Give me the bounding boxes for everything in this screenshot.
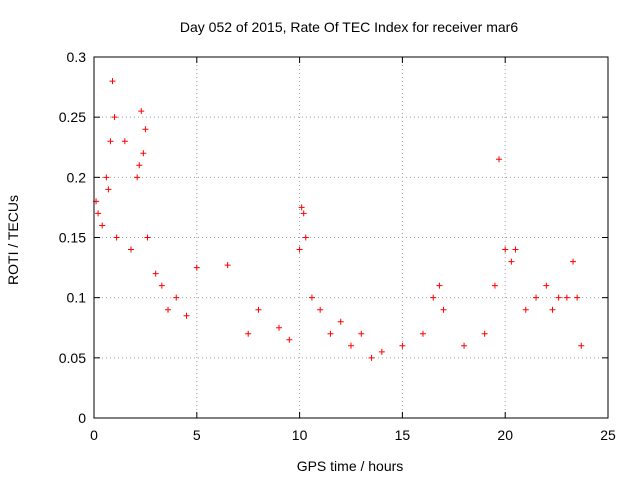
data-point: [224, 262, 231, 269]
data-point: [144, 234, 151, 241]
data-point: [522, 306, 529, 313]
data-point: [378, 348, 385, 355]
data-point: [578, 342, 585, 349]
data-point: [481, 330, 488, 337]
data-point: [508, 258, 515, 265]
y-tick-label: 0.05: [59, 350, 86, 366]
x-tick-label: 0: [90, 427, 98, 443]
x-tick-label: 15: [395, 427, 411, 443]
data-point: [173, 294, 180, 301]
data-point: [543, 282, 550, 289]
data-point: [134, 174, 141, 181]
data-point: [298, 204, 305, 211]
data-point: [502, 246, 509, 253]
x-tick-label: 10: [292, 427, 308, 443]
data-points: [93, 78, 585, 361]
data-point: [399, 342, 406, 349]
data-point: [111, 114, 118, 121]
x-axis-label: GPS time / hours: [297, 458, 404, 474]
y-tick-label: 0.15: [59, 230, 86, 246]
data-point: [165, 306, 172, 313]
data-point: [461, 342, 468, 349]
data-point: [533, 294, 540, 301]
data-point: [128, 246, 135, 253]
data-point: [103, 174, 110, 181]
chart-title: Day 052 of 2015, Rate Of TEC Index for r…: [180, 19, 518, 35]
x-tick-label: 25: [600, 427, 616, 443]
data-point: [296, 246, 303, 253]
data-point: [563, 294, 570, 301]
data-point: [286, 336, 293, 343]
data-point: [140, 150, 147, 157]
y-tick-label: 0.1: [67, 290, 87, 306]
data-point: [121, 138, 128, 145]
data-point: [436, 282, 443, 289]
data-point: [158, 282, 165, 289]
data-point: [136, 162, 143, 169]
data-point: [183, 312, 190, 319]
data-point: [113, 234, 120, 241]
data-point: [109, 78, 116, 85]
data-point: [308, 294, 315, 301]
data-point: [496, 156, 503, 163]
data-point: [302, 234, 309, 241]
data-point: [300, 210, 307, 217]
y-tick-label: 0: [78, 410, 86, 426]
data-point: [95, 210, 102, 217]
data-point: [574, 294, 581, 301]
data-point: [327, 330, 334, 337]
data-point: [440, 306, 447, 313]
data-point: [419, 330, 426, 337]
y-tick-label: 0.3: [67, 49, 87, 65]
data-point: [549, 306, 556, 313]
data-point: [99, 222, 106, 229]
data-point: [105, 186, 112, 193]
y-tick-label: 0.25: [59, 109, 86, 125]
data-point: [337, 318, 344, 325]
data-point: [138, 108, 145, 115]
x-tick-label: 20: [497, 427, 513, 443]
data-point: [570, 258, 577, 265]
data-point: [491, 282, 498, 289]
data-point: [255, 306, 262, 313]
data-point: [368, 354, 375, 361]
data-point: [276, 324, 283, 331]
data-point: [358, 330, 365, 337]
x-tick-label: 5: [193, 427, 201, 443]
data-point: [193, 264, 200, 271]
data-point: [348, 342, 354, 349]
y-axis-label: ROTI / TECUs: [5, 195, 21, 285]
data-point: [430, 294, 437, 301]
data-point: [107, 138, 114, 145]
data-point: [555, 294, 562, 301]
data-point: [512, 246, 519, 253]
data-point: [152, 270, 159, 277]
data-point: [142, 126, 149, 133]
axis-ticks: 0 5 10 15 20 25 0 0.05 0.1 0.15 0.2 0.25 0.3: [59, 49, 616, 443]
data-point: [317, 306, 324, 313]
grid: [94, 57, 608, 418]
y-tick-label: 0.2: [67, 169, 87, 185]
data-point: [245, 330, 252, 337]
